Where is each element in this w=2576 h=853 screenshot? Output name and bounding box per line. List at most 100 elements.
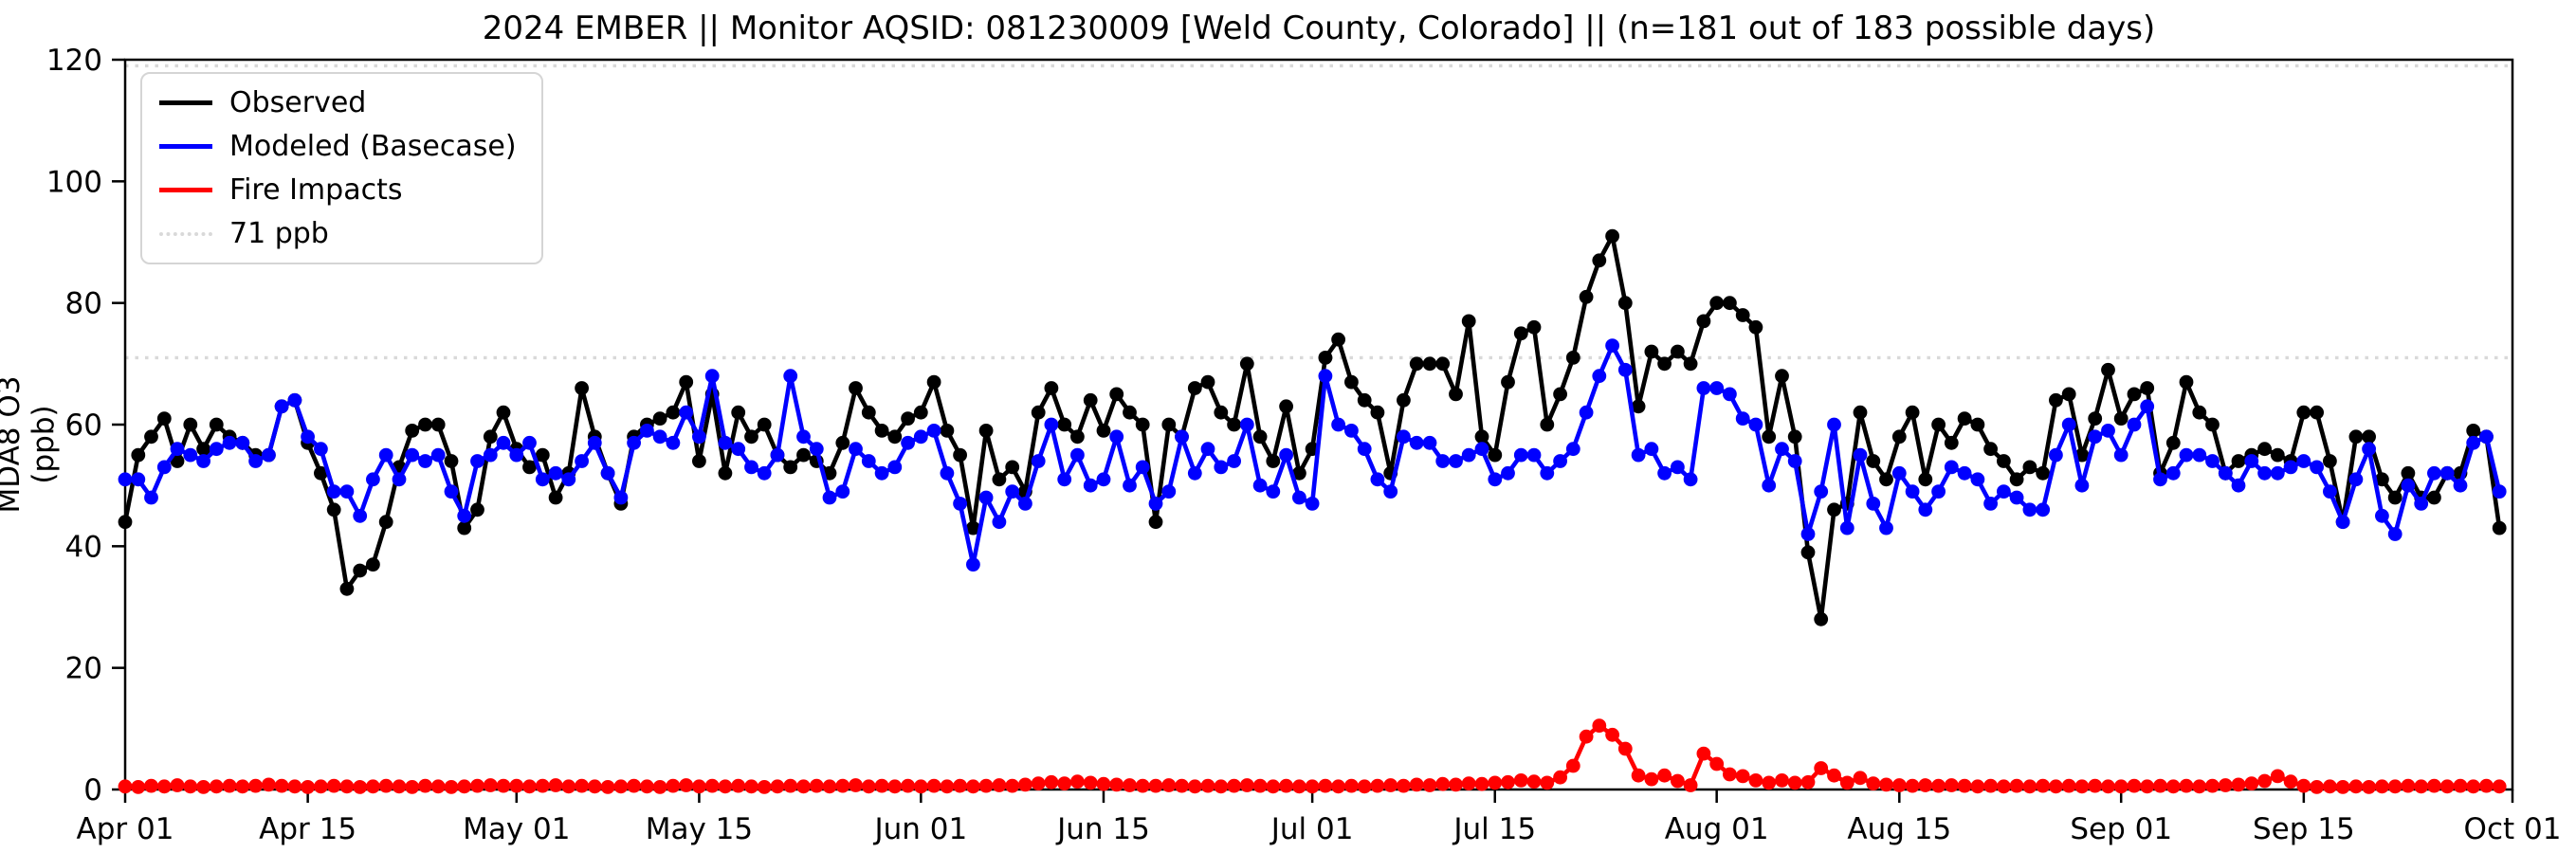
- modeled-basecase-point: [835, 484, 850, 499]
- fire-impacts-point: [744, 779, 758, 794]
- fire-impacts-point: [1305, 779, 1320, 794]
- fire-impacts-point: [378, 778, 393, 793]
- observed-point: [1357, 392, 1372, 408]
- fire-impacts-point: [704, 778, 720, 793]
- x-tick-label: May 01: [463, 812, 570, 846]
- fire-impacts-point: [1318, 778, 1333, 793]
- modeled-basecase-point: [1762, 478, 1777, 493]
- modeled-basecase-point: [1501, 465, 1515, 481]
- fire-impacts-point: [2348, 779, 2364, 794]
- modeled-basecase-point: [992, 515, 1007, 530]
- fire-impacts-point: [1357, 779, 1372, 794]
- observed-point: [457, 520, 472, 535]
- observed-point: [1109, 387, 1124, 402]
- modeled-basecase-point: [1513, 447, 1528, 463]
- modeled-basecase-point: [1683, 472, 1698, 487]
- observed-point: [2427, 490, 2441, 505]
- fire-impacts-point: [926, 778, 941, 793]
- fire-impacts-point: [1488, 775, 1503, 790]
- fire-impacts-point: [587, 779, 602, 794]
- observed-point: [156, 411, 172, 426]
- fire-impacts-point: [978, 778, 994, 793]
- observed-point: [183, 417, 198, 432]
- observed-point: [353, 563, 368, 578]
- modeled-basecase-point: [822, 490, 837, 505]
- observed-point: [849, 381, 863, 395]
- fire-impacts-point: [548, 778, 563, 792]
- observed-point: [1397, 392, 1411, 408]
- fire-impacts-point: [1409, 777, 1424, 792]
- modeled-basecase-point: [2140, 399, 2155, 414]
- observed-point: [496, 405, 511, 420]
- modeled-basecase-point: [874, 465, 889, 481]
- modeled-basecase-point: [2362, 442, 2377, 457]
- fire-impacts-point: [1474, 776, 1489, 791]
- modeled-basecase-point: [378, 447, 393, 463]
- legend-line-sample: [159, 100, 212, 105]
- x-tick-label: Jun 15: [1055, 812, 1150, 846]
- modeled-basecase-point: [1422, 435, 1437, 450]
- observed-point: [575, 381, 589, 395]
- fire-impacts-point: [2205, 778, 2220, 793]
- modeled-basecase-point: [496, 435, 511, 450]
- observed-point: [953, 447, 967, 463]
- legend-item-modeled-basecase-: Modeled (Basecase): [159, 131, 517, 162]
- observed-point: [1331, 332, 1345, 347]
- fire-impacts-point: [1370, 778, 1385, 793]
- modeled-basecase-point: [1357, 442, 1372, 457]
- observed-point: [1775, 369, 1789, 384]
- fire-impacts-point: [1096, 776, 1111, 791]
- observed-point: [1318, 351, 1333, 365]
- modeled-basecase-point: [2244, 454, 2259, 468]
- observed-point: [535, 447, 550, 463]
- modeled-basecase-point: [1044, 417, 1059, 432]
- modeled-basecase-point: [1109, 429, 1124, 445]
- observed-point: [2140, 381, 2155, 395]
- modeled-basecase-point: [1839, 520, 1854, 535]
- fire-impacts-point: [2192, 779, 2207, 794]
- observed-point: [744, 429, 758, 445]
- fire-impacts-point: [1709, 756, 1725, 771]
- modeled-basecase-point: [887, 460, 903, 475]
- fire-impacts-point: [1891, 778, 1907, 792]
- observed-point: [1827, 502, 1841, 517]
- modeled-basecase-point: [1827, 417, 1841, 432]
- modeled-basecase-point: [1305, 497, 1320, 511]
- modeled-basecase-point: [666, 435, 681, 450]
- modeled-basecase-point: [1605, 338, 1619, 353]
- modeled-basecase-point: [2101, 424, 2115, 438]
- modeled-basecase-point: [1370, 472, 1385, 487]
- observed-point: [1866, 454, 1881, 468]
- fire-impacts-point: [509, 778, 524, 793]
- fire-impacts-point: [1422, 778, 1437, 792]
- fire-impacts-point: [2009, 778, 2024, 793]
- fire-impacts-point: [1331, 779, 1345, 794]
- modeled-basecase-point: [248, 454, 263, 468]
- modeled-basecase-point: [1918, 502, 1933, 517]
- y-tick-label: 60: [65, 408, 102, 443]
- observed-point: [1513, 326, 1528, 341]
- modeled-basecase-point: [783, 369, 798, 384]
- observed-point: [2270, 447, 2285, 463]
- fire-impacts-point: [1279, 778, 1293, 793]
- fire-impacts-point: [1905, 778, 1920, 793]
- observed-point: [692, 454, 706, 468]
- modeled-basecase-point: [718, 435, 733, 450]
- fire-impacts-point: [1866, 776, 1881, 790]
- modeled-basecase-point: [704, 369, 720, 384]
- modeled-basecase-point: [2165, 465, 2181, 481]
- fire-impacts-point: [1853, 771, 1868, 786]
- fire-impacts-point: [1814, 761, 1829, 775]
- modeled-basecase-point: [2127, 417, 2142, 432]
- fire-impacts-point: [1148, 778, 1163, 793]
- modeled-basecase-point: [1944, 460, 1959, 475]
- observed-point: [1239, 356, 1254, 372]
- fire-impacts-point: [2153, 778, 2167, 793]
- fire-impacts-point: [809, 778, 824, 793]
- observed-point: [314, 465, 328, 481]
- modeled-basecase-point: [170, 442, 185, 457]
- fire-impacts-point: [1175, 778, 1189, 793]
- observed-point: [1057, 417, 1072, 432]
- modeled-basecase-point: [1123, 478, 1137, 493]
